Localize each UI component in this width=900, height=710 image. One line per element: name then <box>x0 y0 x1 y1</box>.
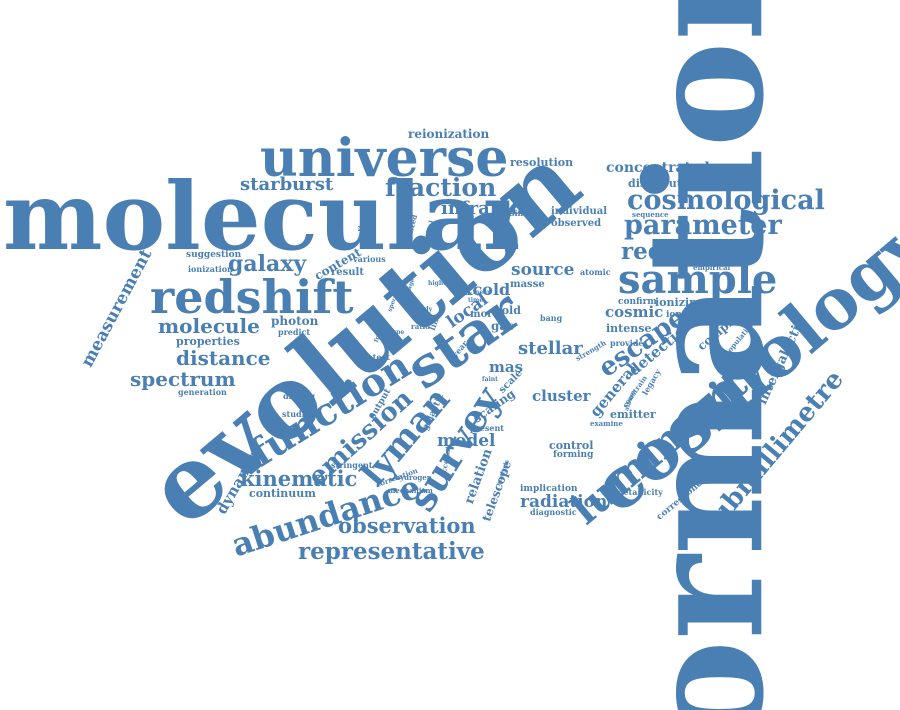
word-colour: colour <box>454 291 472 297</box>
word-higher: higher <box>428 280 451 287</box>
word-time: time <box>468 297 484 304</box>
word-distance: distance <box>176 346 271 370</box>
word-similar: similar <box>510 208 542 218</box>
word-various: various <box>353 254 386 264</box>
word-ionization: ionization <box>188 264 233 274</box>
word-source: source <box>511 260 575 280</box>
word-model: model <box>437 431 496 451</box>
word-ionising: ionising <box>666 310 707 320</box>
word-driving: driving <box>283 391 315 401</box>
word-ratio: ratio <box>411 322 430 331</box>
word-result: result <box>331 267 364 278</box>
word-detect: detect <box>362 352 391 362</box>
word-redshifts: redshifts <box>621 238 736 265</box>
word-diagnostic: diagnostic <box>530 507 577 517</box>
word-cluster: cluster <box>532 387 591 405</box>
word-parameter: parameter <box>624 210 782 241</box>
word-faint: faint <box>482 376 498 383</box>
word-kinematic: kinematic <box>240 466 358 491</box>
word-fraction: fraction <box>385 173 497 202</box>
word-sequence: sequence <box>632 210 669 219</box>
word-study: study <box>414 306 433 313</box>
word-observation: observation <box>338 513 476 538</box>
word-infrared: infrared <box>441 198 524 219</box>
word-more: more <box>470 309 499 320</box>
word-universe: universe <box>260 128 509 189</box>
word-continuum: continuum <box>249 487 316 500</box>
word-masse: masse <box>510 279 545 290</box>
word-type: type <box>390 329 405 336</box>
word-gas: gas <box>491 319 514 333</box>
word-atomic: atomic <box>580 267 611 277</box>
word-starburst: starburst <box>240 174 334 195</box>
word-distribution: distribution <box>628 177 702 190</box>
word-molecule: molecule <box>158 314 260 338</box>
word-reionization: reionization <box>408 127 490 141</box>
word-metallicity: metallicity <box>615 487 663 497</box>
word-suggestion: suggestion <box>186 250 242 260</box>
word-hydrogen: hydrogen <box>395 473 432 482</box>
word-control: control <box>549 439 594 452</box>
word-properties: properties <box>176 335 240 348</box>
word-representative: representative <box>298 538 485 565</box>
word-stellar: stellar <box>518 338 583 359</box>
word-mean: mean <box>473 289 492 296</box>
word-cosmic: cosmic <box>605 303 664 321</box>
word-molecular: molecular <box>3 162 533 272</box>
word-generation: generation <box>178 387 227 397</box>
word-resolution: resolution <box>510 156 574 169</box>
word-cosmological: cosmological <box>627 185 825 216</box>
word-forming: forming <box>553 450 594 460</box>
word-concentrated: concentrated <box>606 160 710 176</box>
word-intense: intense <box>606 322 652 335</box>
word-spectrum: spectrum <box>130 367 236 391</box>
word-mas: mas <box>489 358 524 376</box>
word-examine: examine <box>590 419 623 428</box>
word-confirm: confirm <box>618 297 657 307</box>
word-studies: studies <box>282 409 315 419</box>
word-stringent: stringent <box>331 460 373 470</box>
word-redshift: redshift <box>150 270 354 324</box>
word-present: present <box>470 423 505 433</box>
word-cold: cold <box>495 304 521 317</box>
word-xcold: xcold <box>463 280 511 299</box>
word-emitter: emitter <box>610 408 656 421</box>
word-implication: implication <box>520 484 578 494</box>
word-sample: sample <box>618 256 778 303</box>
word-predict: predict <box>278 327 311 337</box>
word-bang: bang <box>540 313 563 323</box>
word-ionizing: ionizing <box>655 296 705 309</box>
word-observed: observed <box>551 218 602 229</box>
word-radiation: radiation <box>520 492 608 512</box>
word-galaxy: galaxy <box>228 251 307 277</box>
word-empirical: empirical <box>693 263 731 272</box>
word-provide: provide <box>610 338 644 348</box>
word-photon: photon <box>271 314 319 328</box>
word-individual: individual <box>551 206 608 217</box>
word-mechanism: mechanism <box>388 486 433 495</box>
